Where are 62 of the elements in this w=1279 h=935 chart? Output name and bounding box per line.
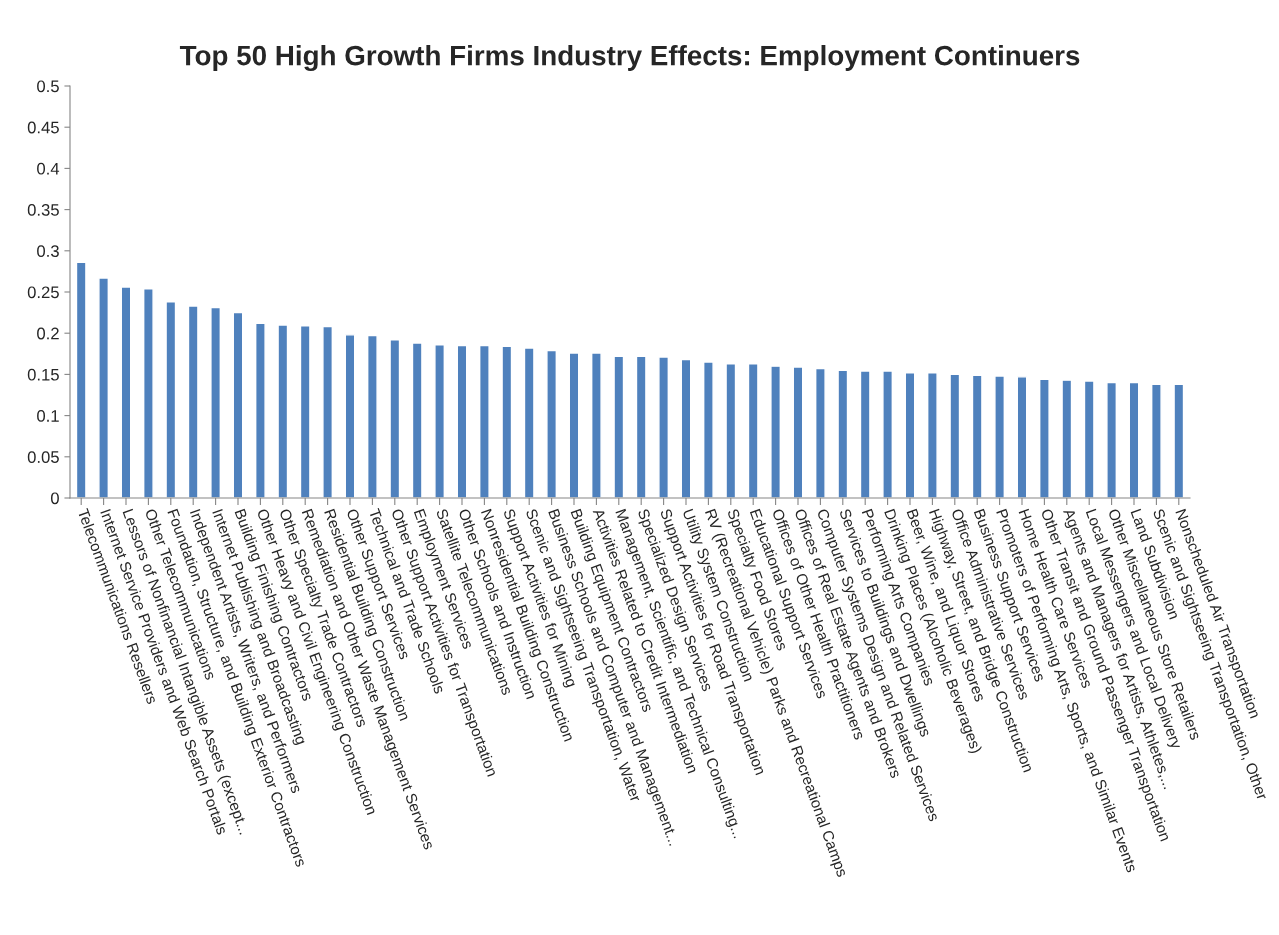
bar [994, 375, 1005, 498]
bar [434, 344, 445, 498]
y-tick-label: 0.3 [37, 245, 59, 257]
bar [635, 355, 647, 498]
bar [1039, 378, 1050, 498]
bar [792, 366, 804, 498]
bar [165, 301, 177, 498]
bar [523, 347, 535, 498]
bar [1173, 383, 1185, 498]
bar [367, 334, 378, 498]
bar [299, 325, 311, 498]
bar [1083, 380, 1095, 498]
bar [613, 355, 625, 498]
bar [949, 373, 961, 498]
bar [456, 344, 468, 498]
bar [971, 374, 983, 498]
bar [1016, 376, 1028, 498]
bar [389, 339, 401, 498]
bar [859, 370, 871, 498]
y-tick-label: 0.45 [27, 121, 59, 134]
bar [904, 372, 916, 498]
bar [747, 362, 759, 498]
bar [232, 311, 244, 498]
bar [120, 286, 132, 498]
y-tick-label: 0.2 [37, 327, 59, 340]
bar [344, 334, 356, 498]
bar [837, 369, 849, 498]
bar [1061, 379, 1073, 498]
bar [1106, 381, 1117, 498]
y-tick-label: 0 [50, 492, 59, 505]
bar [75, 261, 87, 498]
bar [411, 342, 423, 498]
y-tick-label: 0.05 [27, 451, 59, 463]
bar [1128, 381, 1140, 498]
bar [322, 325, 333, 498]
bar [591, 352, 602, 498]
bar [815, 367, 826, 498]
y-tick-label: 0.15 [27, 368, 59, 381]
bar [210, 306, 221, 498]
bar [98, 277, 109, 498]
bar [703, 361, 714, 498]
y-tick-label: 0.35 [27, 204, 59, 216]
bar [255, 322, 266, 498]
bar [680, 358, 692, 498]
bar [658, 356, 669, 498]
bar [479, 344, 490, 498]
bar [882, 370, 893, 498]
y-tick-label: 0.4 [37, 162, 60, 175]
bar [770, 365, 781, 498]
y-tick-label: 0.1 [37, 410, 59, 422]
bar [501, 345, 513, 498]
bar [546, 349, 557, 498]
bar [1151, 383, 1162, 498]
bar [277, 324, 289, 498]
bar [725, 362, 737, 498]
chart-title: Top 50 High Growth Firms Industry Effects: Employment Continuers [179, 45, 1080, 72]
bar [927, 372, 938, 498]
bar [187, 305, 199, 498]
y-tick-label: 0.5 [37, 80, 59, 93]
y-tick-label: 0.25 [27, 286, 59, 299]
bar [143, 288, 154, 498]
bar [568, 352, 580, 498]
